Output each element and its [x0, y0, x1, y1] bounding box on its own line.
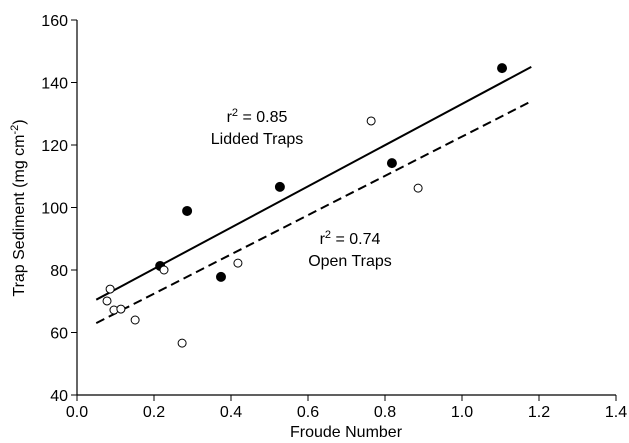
y-label-exponent: -2 [9, 125, 21, 135]
y-label-text: Trap Sediment (mg cm [11, 134, 28, 296]
y-tick-label: 160 [41, 13, 68, 30]
annotation-label: Lidded Traps [211, 131, 304, 148]
annotation: r2 = 0.74 [320, 229, 381, 248]
x-tick-label: 0.0 [66, 404, 88, 421]
x-tick-label: 0.8 [374, 404, 396, 421]
point [413, 183, 423, 193]
y-tick-label: 100 [41, 201, 68, 218]
x-tick-label: 1.4 [605, 404, 627, 421]
annotation-symbol: r [227, 109, 233, 126]
fit-line [95, 100, 532, 325]
annotation-label: Open Traps [308, 253, 392, 270]
y-tick-label: 40 [50, 388, 68, 405]
point [159, 265, 169, 275]
fit-line [95, 65, 532, 301]
point [102, 296, 112, 306]
y-label-close: ) [11, 119, 28, 124]
x-tick-label: 0.4 [220, 404, 242, 421]
point [182, 205, 193, 216]
point [116, 304, 126, 314]
y-tick-label: 60 [50, 326, 68, 343]
point [366, 116, 376, 126]
annotation-symbol: r [320, 231, 326, 248]
annotation-exponent: 2 [232, 107, 238, 119]
annotation-text: = 0.74 [331, 231, 380, 248]
point [497, 63, 508, 74]
point [177, 338, 187, 348]
point [215, 271, 226, 282]
x-tick-label: 0.6 [297, 404, 319, 421]
y-tick-label: 120 [41, 138, 68, 155]
x-tick-label: 0.2 [143, 404, 165, 421]
point [105, 284, 115, 294]
x-axis-label: Froude Number [290, 424, 403, 441]
annotation: r2 = 0.85 [227, 107, 288, 126]
point [386, 158, 397, 169]
point [233, 258, 243, 268]
point [130, 315, 140, 325]
point [274, 181, 285, 192]
x-tick-label: 1.2 [528, 404, 550, 421]
y-axis-label: Trap Sediment (mg cm-2) [9, 119, 28, 296]
x-tick-label: 1.0 [451, 404, 473, 421]
y-tick-label: 140 [41, 76, 68, 93]
annotation-exponent: 2 [325, 229, 331, 241]
annotation-text: = 0.85 [238, 109, 287, 126]
y-tick-label: 80 [50, 263, 68, 280]
